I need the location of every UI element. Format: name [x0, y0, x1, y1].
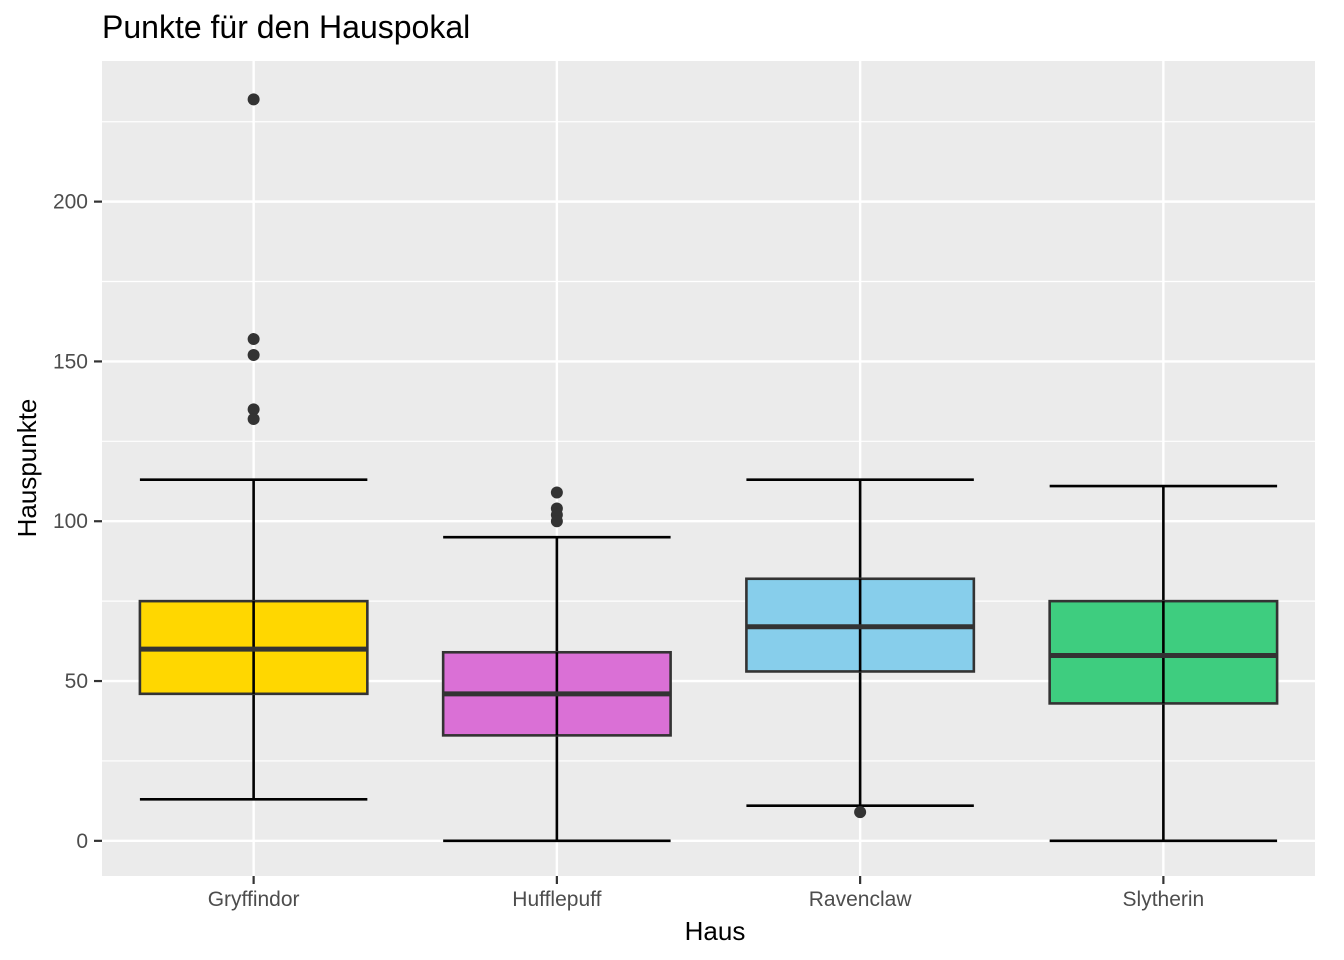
box-group-ravenclaw — [745, 478, 976, 819]
y-tick-label: 200 — [53, 191, 88, 214]
y-tick-label: 50 — [65, 670, 88, 693]
y-tick-label: 150 — [53, 350, 88, 373]
box-group-hufflepuff — [441, 486, 672, 843]
outlier-point — [247, 93, 260, 106]
x-tick-label: Hufflepuff — [512, 888, 601, 911]
boxes-layer — [138, 93, 1279, 843]
outlier-point — [550, 486, 563, 499]
outlier-point — [247, 333, 260, 346]
outlier-point — [247, 412, 260, 425]
axes-layer: 0 50 100 150 200 Gryffindor Hufflepuff Ravencla… — [53, 191, 1204, 911]
x-tick-label: Gryffindor — [208, 888, 300, 911]
x-tick-label: Slytherin — [1123, 888, 1205, 911]
chart-title: Punkte für den Hauspokal — [102, 9, 470, 45]
outlier-point — [550, 515, 563, 528]
x-axis-title: Haus — [685, 916, 746, 946]
plot-panel — [102, 61, 1315, 876]
outlier-point — [854, 806, 867, 819]
y-axis-title: Hauspunkte — [12, 399, 42, 538]
x-tick-label: Ravenclaw — [809, 888, 913, 911]
outlier-point — [247, 349, 260, 362]
y-tick-label: 0 — [76, 830, 88, 853]
outlier-point — [247, 403, 260, 416]
y-tick-label: 100 — [53, 510, 88, 533]
box-group-slytherin — [1048, 484, 1279, 843]
box-group-gryffindor — [138, 93, 369, 801]
